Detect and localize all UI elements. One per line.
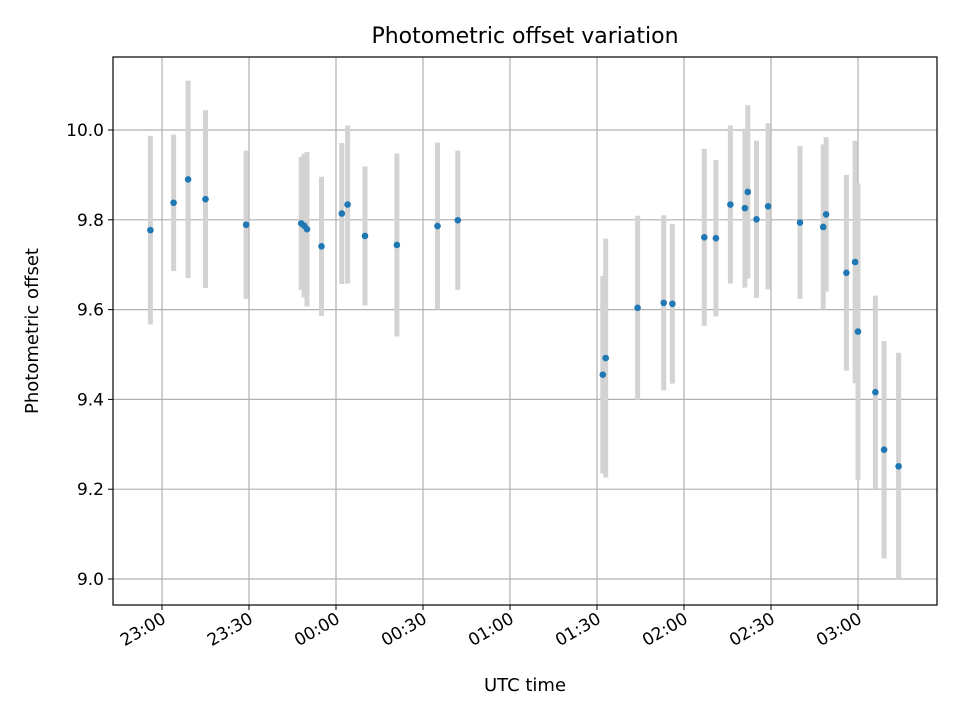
data-point: [727, 201, 734, 208]
data-point: [361, 232, 369, 240]
data-point: [634, 304, 641, 312]
y-tick-label: 9.2: [77, 480, 104, 500]
data-point: [184, 176, 192, 183]
y-axis-label: Photometric offset: [22, 248, 43, 414]
data-point: [147, 226, 154, 234]
data-point: [602, 354, 609, 362]
data-point: [599, 371, 607, 379]
data-point: [764, 203, 772, 210]
data-point: [880, 446, 888, 453]
data-point: [393, 241, 401, 249]
data-point: [202, 195, 209, 203]
data-point: [895, 463, 902, 470]
y-tick-label: 9.6: [77, 301, 104, 321]
data-point: [701, 234, 708, 241]
y-tick-label: 10.0: [66, 121, 104, 141]
data-point: [872, 388, 879, 396]
data-point: [338, 210, 346, 217]
y-tick-label: 9.0: [77, 570, 104, 590]
y-axis-ticks: 9.0 9.2 9.4 9.6 9.8 10.0: [66, 121, 113, 590]
x-axis-label: UTC time: [484, 675, 566, 696]
data-point: [669, 300, 676, 308]
data-point: [454, 216, 462, 224]
data-point: [843, 269, 850, 277]
data-point: [303, 225, 311, 233]
data-point: [741, 204, 749, 212]
data-point: [822, 211, 830, 218]
y-tick-label: 9.8: [77, 211, 104, 231]
chart-title: Photometric offset variation: [371, 24, 678, 49]
data-point: [434, 222, 441, 230]
data-point: [660, 299, 667, 307]
data-point: [344, 201, 351, 208]
data-point: [170, 199, 177, 207]
data-point: [318, 242, 325, 250]
data-point: [854, 328, 862, 335]
y-tick-label: 9.4: [77, 390, 104, 410]
data-point: [712, 234, 720, 242]
data-point: [819, 223, 827, 231]
data-point: [851, 258, 859, 266]
data-point: [796, 219, 804, 226]
data-point: [242, 221, 250, 229]
data-point: [753, 216, 760, 223]
data-points: [147, 176, 902, 470]
plot-area-frame: [112, 56, 938, 606]
data-point: [744, 188, 752, 196]
